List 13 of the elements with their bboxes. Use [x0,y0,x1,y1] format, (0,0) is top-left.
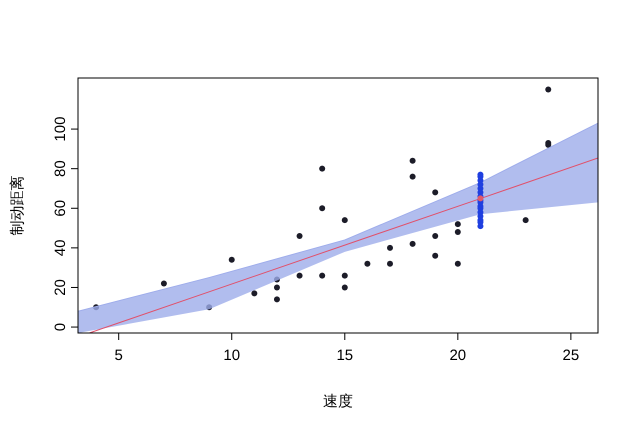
x-tick-label: 20 [449,347,466,364]
y-tick-label: 0 [52,322,69,332]
y-tick-label: 20 [52,279,69,296]
x-tick-label: 5 [114,347,123,364]
y-tick-label: 80 [52,160,69,178]
x-tick-label: 10 [223,347,240,364]
y-tick-label: 60 [52,200,69,217]
y-tick-label: 100 [52,116,69,142]
x-tick-label: 25 [562,347,580,364]
y-tick-label: 40 [52,240,69,256]
x-tick-label: 15 [336,347,354,364]
y-axis-title: 制动距离 [9,176,26,236]
x-axis-title: 速度 [323,393,353,410]
